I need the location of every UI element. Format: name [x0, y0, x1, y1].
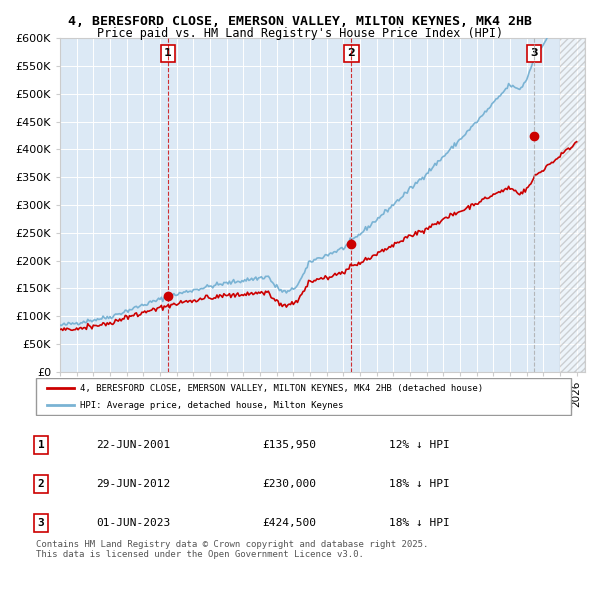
Text: 3: 3 [38, 518, 44, 527]
Text: Price paid vs. HM Land Registry's House Price Index (HPI): Price paid vs. HM Land Registry's House … [97, 27, 503, 40]
Text: £424,500: £424,500 [262, 518, 316, 527]
Text: 18% ↓ HPI: 18% ↓ HPI [389, 479, 449, 489]
Text: 4, BERESFORD CLOSE, EMERSON VALLEY, MILTON KEYNES, MK4 2HB: 4, BERESFORD CLOSE, EMERSON VALLEY, MILT… [68, 15, 532, 28]
Text: 2: 2 [38, 479, 44, 489]
FancyBboxPatch shape [35, 378, 571, 415]
Text: 18% ↓ HPI: 18% ↓ HPI [389, 518, 449, 527]
Text: Contains HM Land Registry data © Crown copyright and database right 2025.
This d: Contains HM Land Registry data © Crown c… [36, 540, 428, 559]
Text: 1: 1 [164, 48, 172, 58]
Text: £230,000: £230,000 [262, 479, 316, 489]
Text: 3: 3 [530, 48, 538, 58]
Text: 4, BERESFORD CLOSE, EMERSON VALLEY, MILTON KEYNES, MK4 2HB (detached house): 4, BERESFORD CLOSE, EMERSON VALLEY, MILT… [80, 384, 483, 393]
Text: £135,950: £135,950 [262, 440, 316, 450]
Text: 29-JUN-2012: 29-JUN-2012 [96, 479, 170, 489]
Text: 12% ↓ HPI: 12% ↓ HPI [389, 440, 449, 450]
Text: 01-JUN-2023: 01-JUN-2023 [96, 518, 170, 527]
Text: 2: 2 [347, 48, 355, 58]
Text: HPI: Average price, detached house, Milton Keynes: HPI: Average price, detached house, Milt… [80, 401, 343, 409]
Text: 1: 1 [38, 440, 44, 450]
Text: 22-JUN-2001: 22-JUN-2001 [96, 440, 170, 450]
